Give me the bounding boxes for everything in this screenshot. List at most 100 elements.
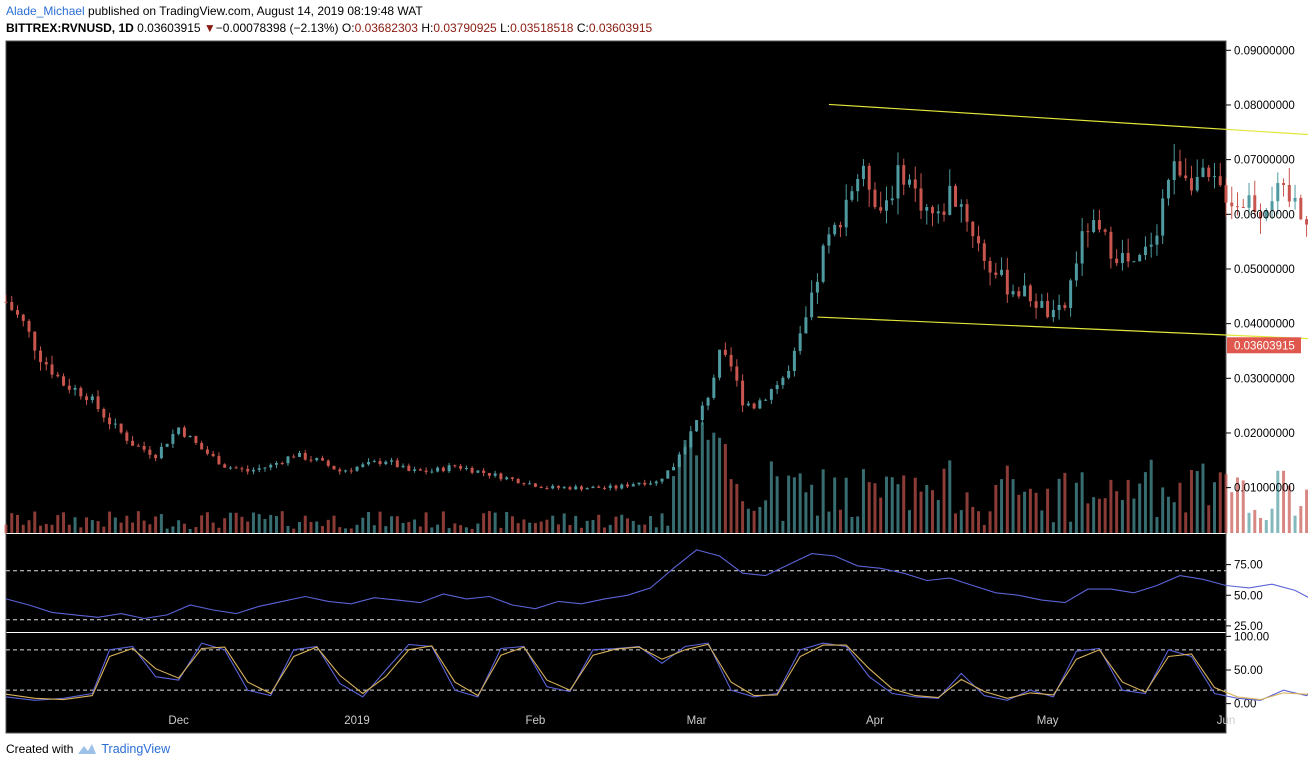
volume-bar: [827, 511, 831, 533]
candle-body: [591, 486, 595, 489]
candle-body: [1247, 195, 1251, 208]
volume-bar: [977, 511, 981, 533]
volume-bar: [309, 521, 313, 533]
candle-body: [251, 469, 255, 472]
volume-bar: [1276, 470, 1280, 533]
candle-body: [257, 468, 261, 470]
candle-body: [844, 199, 848, 228]
candle-body: [1161, 198, 1165, 236]
candle-body: [827, 234, 831, 246]
candle-body: [1063, 304, 1067, 308]
volume-bar: [297, 521, 301, 533]
volume-bar: [1017, 494, 1021, 533]
volume-bar: [591, 520, 595, 533]
volume-bar: [67, 524, 71, 533]
volume-bar: [902, 475, 906, 533]
volume-bar: [718, 437, 722, 533]
volume-bar: [315, 521, 319, 533]
volume-bar: [1287, 485, 1291, 533]
candle-body: [620, 484, 624, 489]
candle-body: [798, 333, 802, 351]
candle-body: [919, 188, 923, 211]
candle-body: [223, 464, 227, 468]
time-tick-label: May: [1037, 715, 1059, 727]
candle-body: [355, 466, 359, 471]
candle-body: [459, 465, 463, 469]
volume-bar: [769, 461, 773, 533]
open-label: O:: [341, 21, 355, 35]
volume-bar: [1259, 517, 1263, 533]
volume-bar: [1046, 488, 1050, 533]
volume-bar: [689, 436, 693, 533]
volume-bar: [1178, 482, 1182, 533]
tradingview-brand[interactable]: TradingView: [101, 742, 171, 756]
candle-body: [821, 245, 825, 282]
candle-body: [493, 473, 497, 476]
candle-body: [1109, 231, 1113, 259]
candle-body: [1126, 252, 1130, 262]
candle-body: [1143, 246, 1147, 256]
price-tick-label: 0.07000000: [1234, 155, 1295, 167]
candle-body: [1184, 175, 1188, 179]
volume-bar: [441, 511, 445, 533]
volume-bar: [597, 514, 601, 533]
volume-bar: [326, 519, 330, 533]
candle-body: [672, 467, 676, 471]
author-link[interactable]: Alade_Michael: [6, 4, 85, 18]
chart-canvas[interactable]: 0.09000000 0.08000000 0.07000000 0.06000000…: [0, 36, 1308, 736]
osc-line: [5, 643, 1308, 701]
channel-trendlines: [817, 103, 1308, 340]
candle-body: [556, 485, 560, 488]
price-tick-label: 0.08000000: [1234, 100, 1295, 112]
stoch-pane-bg: [6, 633, 1226, 707]
candle-body: [246, 468, 250, 472]
time-axis: Dec2019FebMarAprMayJunJulAugSepOct: [168, 715, 1235, 727]
candle-body: [1040, 301, 1044, 308]
candle-body: [1103, 229, 1107, 232]
volume-bar: [931, 490, 935, 533]
candle-body: [579, 486, 583, 490]
high-label: H:: [421, 21, 434, 35]
candle-body: [154, 454, 158, 459]
volume-bar: [1172, 502, 1176, 533]
volume-bar: [1023, 491, 1027, 533]
candle-body: [482, 470, 486, 473]
candle-body: [297, 453, 301, 457]
candle-body: [228, 467, 232, 469]
candle-body: [1115, 258, 1119, 264]
volume-bar: [453, 523, 457, 533]
candle-body: [1155, 235, 1159, 245]
candle-body: [1080, 231, 1084, 264]
volume-bar: [631, 520, 635, 533]
volume-bar: [815, 515, 819, 533]
volume-bar: [1126, 479, 1130, 533]
candle-body: [695, 420, 699, 432]
volume-bar: [1195, 471, 1199, 533]
created-with-label: Created with: [6, 742, 74, 756]
volume-bar: [1103, 498, 1107, 533]
candle-body: [764, 399, 768, 401]
volume-bar: [459, 525, 463, 533]
volume-bar: [349, 528, 353, 533]
candle-body: [769, 389, 773, 400]
volume-bar: [729, 479, 733, 533]
candle-body: [476, 470, 480, 473]
volume-bar: [643, 524, 647, 533]
candle-body: [102, 409, 106, 418]
volume-bar: [372, 525, 376, 533]
osc-tick-label: 100.00: [1234, 631, 1269, 643]
volume-bar: [1241, 480, 1245, 533]
volume-bar: [62, 512, 66, 533]
footer: Created with TradingView: [6, 742, 170, 756]
volume-bar: [1305, 489, 1308, 533]
candle-body: [1028, 285, 1032, 302]
candle-body: [292, 456, 296, 458]
candle-body: [315, 458, 319, 461]
candle-body: [810, 292, 814, 318]
candle-body: [142, 445, 146, 450]
main-pane-bg: [6, 41, 1226, 533]
tradingview-logo-icon[interactable]: [77, 743, 97, 755]
candle-body: [424, 470, 428, 472]
volume-bar: [332, 515, 336, 533]
volume-bar: [545, 519, 549, 533]
